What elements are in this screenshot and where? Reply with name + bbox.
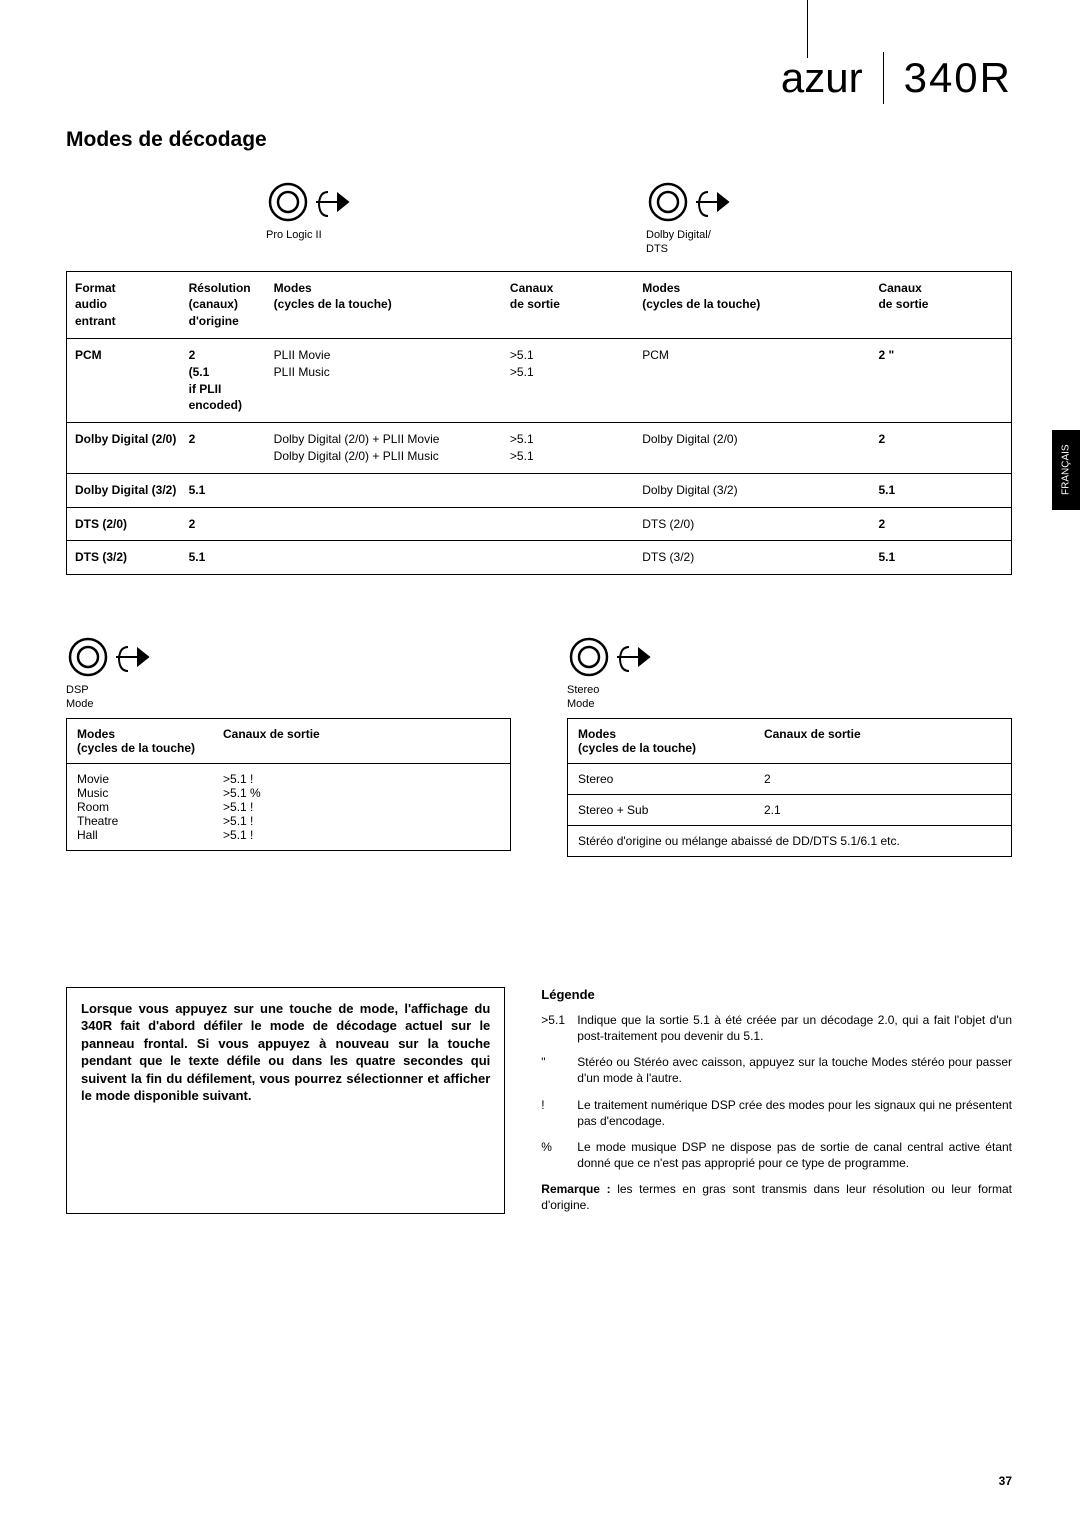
col-header: Canaux de sortie [506,271,638,338]
table-cell: 5.1 [874,541,1011,575]
table-cell: Dolby Digital (2/0) [67,423,185,474]
col-header: Modes (cycles de la touche) [638,271,874,338]
table-cell: PLII Movie PLII Music [270,338,506,422]
page-number: 37 [999,1474,1012,1488]
knob-dsp: DSP Mode [66,635,511,712]
col-header: Canaux de sortie [213,718,510,763]
knob-dolby: Dolby Digital/ DTS [646,180,756,257]
table-cell [270,473,506,507]
col-header: Résolution (canaux) d'origine [185,271,270,338]
table-cell [506,541,638,575]
knob-stereo: Stereo Mode [567,635,1012,712]
table-cell: 2.1 [754,794,1012,825]
table-cell: 2 [874,507,1011,541]
note-box: Lorsque vous appuyez sur une touche de m… [66,987,505,1214]
legend-text: Le mode musique DSP ne dispose pas de so… [577,1139,1012,1171]
legend-symbol: >5.1 [541,1012,567,1044]
col-header: Canaux de sortie [754,718,1012,763]
table-cell [270,507,506,541]
table-cell: 5.1 [185,473,270,507]
table-cell: >5.1 ! >5.1 % >5.1 ! >5.1 ! >5.1 ! [213,763,510,850]
knob-label: Pro Logic II [266,228,322,242]
col-header: Format audio entrant [67,271,185,338]
table-cell: Movie Music Room Theatre Hall [67,763,214,850]
table-cell: 2 [185,507,270,541]
table-cell: >5.1 >5.1 [506,423,638,474]
legend-text: Indique que la sortie 5.1 à été créée pa… [577,1012,1012,1044]
table-cell: 2 [185,423,270,474]
table-cell: Stereo [568,763,754,794]
table-cell: DTS (2/0) [67,507,185,541]
table-cell: 2 (5.1 if PLII encoded) [185,338,270,422]
stereo-table: Modes (cycles de la touche) Canaux de so… [567,718,1012,857]
table-cell: 5.1 [185,541,270,575]
dsp-table: Modes (cycles de la touche) Canaux de so… [66,718,511,851]
knob-icon [266,180,376,224]
legend-item: " Stéréo ou Stéréo avec caisson, appuyez … [541,1054,1012,1086]
table-cell: Dolby Digital (2/0) + PLII Movie Dolby D… [270,423,506,474]
table-cell [506,473,638,507]
table-cell: 2 [874,423,1011,474]
legend-remark: Remarque : les termes en gras sont trans… [541,1181,1012,1213]
col-header: Canaux de sortie [874,271,1011,338]
table-cell: DTS (2/0) [638,507,874,541]
knob-icon [66,635,176,679]
brand-text: azur [781,54,863,102]
table-cell: Dolby Digital (3/2) [67,473,185,507]
table-cell: PCM [638,338,874,422]
table-cell: DTS (3/2) [638,541,874,575]
knob-label: Stereo Mode [567,683,599,712]
decoding-table: Format audio entrant Résolution (canaux)… [66,271,1012,576]
legend-symbol: ! [541,1097,567,1129]
table-cell: Dolby Digital (3/2) [638,473,874,507]
legend-item: ! Le traitement numérique DSP crée des mo… [541,1097,1012,1129]
table-cell: 2 " [874,338,1011,422]
knob-icon [567,635,677,679]
legend-item: % Le mode musique DSP ne dispose pas de s… [541,1139,1012,1171]
legend-text: Le traitement numérique DSP crée des mod… [577,1097,1012,1129]
legend-section: Légende >5.1 Indique que la sortie 5.1 à … [541,987,1012,1214]
table-cell [506,507,638,541]
language-tab: FRANÇAIS [1052,430,1080,510]
knob-label: Dolby Digital/ DTS [646,228,711,257]
table-cell [270,541,506,575]
model-text: 340R [904,54,1012,102]
knob-label: DSP Mode [66,683,94,712]
knob-prologic: Pro Logic II [266,180,376,257]
table-cell: >5.1 >5.1 [506,338,638,422]
table-cell: 2 [754,763,1012,794]
legend-item: >5.1 Indique que la sortie 5.1 à été créé… [541,1012,1012,1044]
col-header: Modes (cycles de la touche) [568,718,754,763]
knob-icon [646,180,756,224]
page-title: Modes de décodage [66,128,1012,152]
legend-text: Stéréo ou Stéréo avec caisson, appuyez s… [577,1054,1012,1086]
col-header: Modes (cycles de la touche) [270,271,506,338]
table-cell: Dolby Digital (2/0) [638,423,874,474]
legend-title: Légende [541,987,1012,1002]
table-cell: Stereo + Sub [568,794,754,825]
header-divider [883,52,884,104]
legend-symbol: % [541,1139,567,1171]
table-cell: PCM [67,338,185,422]
table-cell: DTS (3/2) [67,541,185,575]
legend-symbol: " [541,1054,567,1086]
table-cell: 5.1 [874,473,1011,507]
header-divider-top [807,0,808,58]
table-footnote: Stéréo d'origine ou mélange abaissé de D… [568,825,1012,856]
page-header: azur 340R [781,52,1012,104]
col-header: Modes (cycles de la touche) [67,718,214,763]
